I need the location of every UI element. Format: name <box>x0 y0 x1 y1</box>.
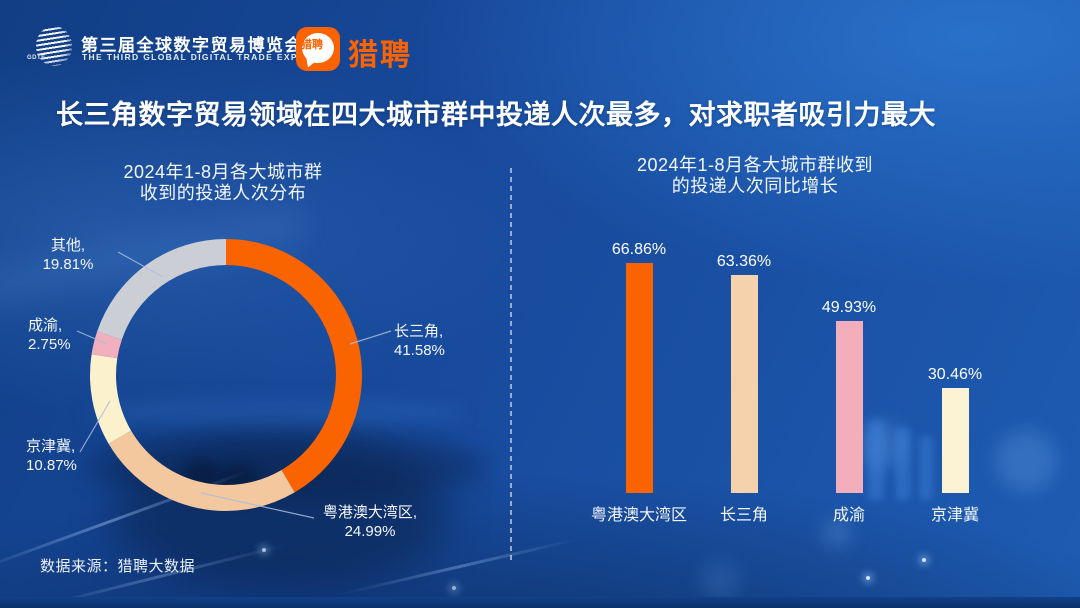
bar-value-label: 63.36% <box>716 253 772 270</box>
bar-category-label: 粤港澳大湾区 <box>590 507 687 524</box>
liepin-speech-bubble-tail <box>304 57 317 70</box>
donut-label-qita: 其他, 19.81% <box>26 236 110 274</box>
bottom-strip-decoration <box>0 597 1080 608</box>
pillar-decoration <box>920 436 932 500</box>
data-source-note: 数据来源：猎聘大数据 <box>40 558 196 575</box>
donut-label-name: 其他, <box>50 237 86 254</box>
donut-segment-京津冀 <box>90 354 132 444</box>
donut-label-value: 10.87% <box>26 457 77 474</box>
expo-logo-caption: GDTE <box>27 55 46 61</box>
bar-chart-title-line2: 的投递人次同比增长 <box>671 176 839 196</box>
donut-leader-line <box>76 330 108 345</box>
donut-segment-长三角 <box>225 239 362 493</box>
donut-label-jingjinji: 京津冀, 10.87% <box>26 437 77 475</box>
donut-leader-line <box>200 492 315 519</box>
bar-category-label: 成渝 <box>832 507 865 524</box>
bokeh-decoration <box>858 422 906 470</box>
bar-category-label: 长三角 <box>719 507 768 524</box>
bar-粤港澳大湾区 <box>625 263 653 493</box>
expo-globe-logo <box>36 26 72 66</box>
pillar-decoration <box>896 428 910 500</box>
bar-京津冀 <box>941 388 969 493</box>
bar-长三角 <box>730 275 758 493</box>
bar-chart-title: 2024年1-8月各大城市群收到 的投递人次同比增长 <box>575 155 935 197</box>
donut-label-name: 长三角, <box>394 323 444 340</box>
donut-leader-line <box>349 330 392 345</box>
bar-value-label: 30.46% <box>927 366 983 383</box>
liepin-app-icon: 猎聘 <box>296 27 340 71</box>
donut-label-chengyu: 成渝, 2.75% <box>28 316 71 354</box>
liepin-speech-bubble-icon <box>302 33 334 63</box>
donut-chart-title-line1: 2024年1-8月各大城市群 <box>123 162 323 182</box>
bar-value-label: 49.93% <box>821 299 877 316</box>
liepin-wordmark: 猎聘 <box>348 39 412 72</box>
sparkle-decoration <box>922 558 926 562</box>
donut-segment-其他 <box>97 239 227 341</box>
bar-chart-title-line1: 2024年1-8月各大城市群收到 <box>636 155 874 175</box>
pillar-decoration <box>868 420 884 500</box>
sparkle-decoration <box>452 586 456 590</box>
sparkle-decoration <box>866 576 870 580</box>
page-title: 长三角数字贸易领域在四大城市群中投递人次最多，对求职者吸引力最大 <box>56 100 936 130</box>
bokeh-decoration <box>995 430 1057 492</box>
bar-成渝 <box>835 321 863 493</box>
donut-label-changsanjiao: 长三角, 41.58% <box>394 322 445 360</box>
bar-value-label: 66.86% <box>611 241 667 258</box>
liepin-icon-text: 猎聘 <box>301 39 323 51</box>
expo-title-english: THE THIRD GLOBAL DIGITAL TRADE EXPO <box>82 52 306 62</box>
donut-segment-成渝 <box>91 331 122 359</box>
bokeh-decoration <box>700 560 740 600</box>
donut-chart <box>76 239 392 519</box>
donut-label-name: 粤港澳大湾区, <box>322 504 418 521</box>
donut-label-yuegangao: 粤港澳大湾区, 24.99% <box>294 503 446 541</box>
donut-label-value: 19.81% <box>42 256 94 273</box>
bar-chart: 66.86% 粤港澳大湾区 63.36% 长三角 49.93% 成渝 30.46% 京津冀 <box>560 240 1030 530</box>
sparkle-decoration <box>262 548 266 552</box>
bokeh-decoration <box>822 518 852 548</box>
dark-blob-decoration <box>110 440 450 590</box>
donut-segment-粤港澳大湾区 <box>108 430 295 511</box>
light-band-decoration <box>84 400 464 426</box>
donut-label-value: 2.75% <box>28 336 71 353</box>
donut-label-name: 京津冀, <box>26 438 76 455</box>
vertical-dashed-divider <box>510 168 512 564</box>
donut-leader-line <box>117 251 164 278</box>
donut-chart-title: 2024年1-8月各大城市群 收到的投递人次分布 <box>63 162 383 204</box>
expo-title-chinese: 第三届全球数字贸易博览会 <box>81 36 303 55</box>
donut-label-value: 41.58% <box>394 342 445 359</box>
bar-category-label: 京津冀 <box>930 507 979 524</box>
donut-chart-title-line2: 收到的投递人次分布 <box>139 183 307 203</box>
donut-label-value: 24.99% <box>344 523 396 540</box>
donut-label-name: 成渝, <box>28 317 63 334</box>
donut-leader-line <box>79 400 111 453</box>
